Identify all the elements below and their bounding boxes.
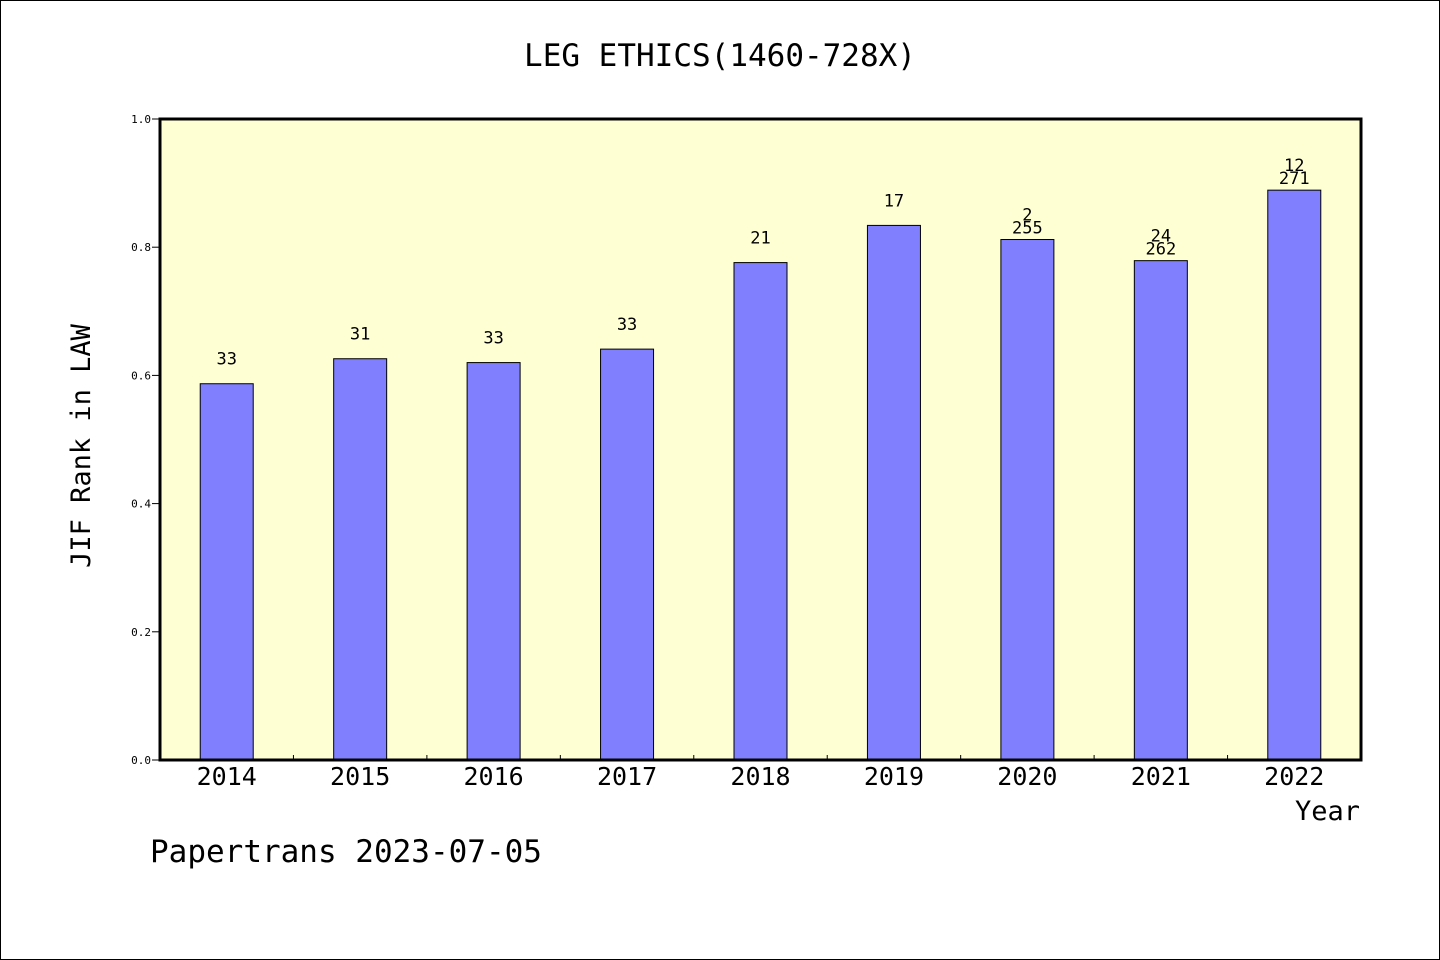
data-label-2021-0: 24 bbox=[1151, 227, 1171, 247]
footer-credit: Papertrans 2023-07-05 bbox=[150, 834, 542, 870]
bar-2014 bbox=[199, 383, 254, 761]
plot-border bbox=[158, 117, 1363, 762]
chart-title: LEG ETHICS(1460-728X) bbox=[524, 38, 916, 74]
x-tick-label-2019: 2019 bbox=[864, 762, 924, 791]
x-tick-label-2016: 2016 bbox=[464, 762, 524, 791]
bar-2021 bbox=[1133, 260, 1188, 761]
bar-2016 bbox=[466, 362, 521, 761]
bars-layer bbox=[199, 189, 1322, 761]
bar-2019 bbox=[866, 224, 921, 761]
data-label-2020-0: 2 bbox=[1022, 206, 1032, 226]
x-tick-label-2018: 2018 bbox=[730, 762, 790, 791]
data-label-2022-0: 12 bbox=[1284, 156, 1304, 176]
y-tick-label-0.0: 0.0 bbox=[131, 754, 151, 767]
data-label-2018-0: 21 bbox=[750, 229, 770, 249]
y-tick-label-0.2: 0.2 bbox=[131, 626, 151, 639]
x-axis-title: Year bbox=[1295, 796, 1360, 827]
bar-2020 bbox=[1000, 239, 1055, 761]
y-tick-label-0.6: 0.6 bbox=[131, 369, 151, 382]
x-tick-label-2021: 2021 bbox=[1131, 762, 1191, 791]
data-label-2014-0: 33 bbox=[216, 350, 236, 370]
x-tick-label-2015: 2015 bbox=[330, 762, 390, 791]
data-label-2016-0: 33 bbox=[483, 329, 503, 349]
bar-2015 bbox=[333, 358, 388, 761]
x-tick-label-2014: 2014 bbox=[197, 762, 257, 791]
data-label-2022-1: 271 bbox=[1279, 169, 1310, 189]
data-label-2020-1: 255 bbox=[1012, 219, 1043, 239]
y-axis-title: JIF Rank in LAW bbox=[66, 323, 97, 568]
data-label-2017-0: 33 bbox=[617, 315, 637, 335]
x-tick-label-2017: 2017 bbox=[597, 762, 657, 791]
bar-2017 bbox=[600, 348, 655, 761]
y-axis: 0.0 0.2 0.4 0.6 0.8 1.0 bbox=[131, 113, 160, 767]
data-label-2021-1: 262 bbox=[1145, 240, 1176, 260]
data-label-2019-0: 17 bbox=[884, 191, 904, 211]
y-tick-label-0.8: 0.8 bbox=[131, 241, 151, 254]
y-tick-label-0.4: 0.4 bbox=[131, 498, 151, 511]
bar-2022 bbox=[1267, 189, 1322, 761]
bar-2018 bbox=[733, 262, 788, 761]
x-tick-label-2020: 2020 bbox=[997, 762, 1057, 791]
x-tick-label-2022: 2022 bbox=[1264, 762, 1324, 791]
y-tick-label-1.0: 1.0 bbox=[131, 113, 151, 126]
x-axis: 2014 2015 2016 2017 2018 2019 2020 2021 2022 bbox=[197, 755, 1324, 791]
data-label-2015-0: 31 bbox=[350, 325, 370, 345]
